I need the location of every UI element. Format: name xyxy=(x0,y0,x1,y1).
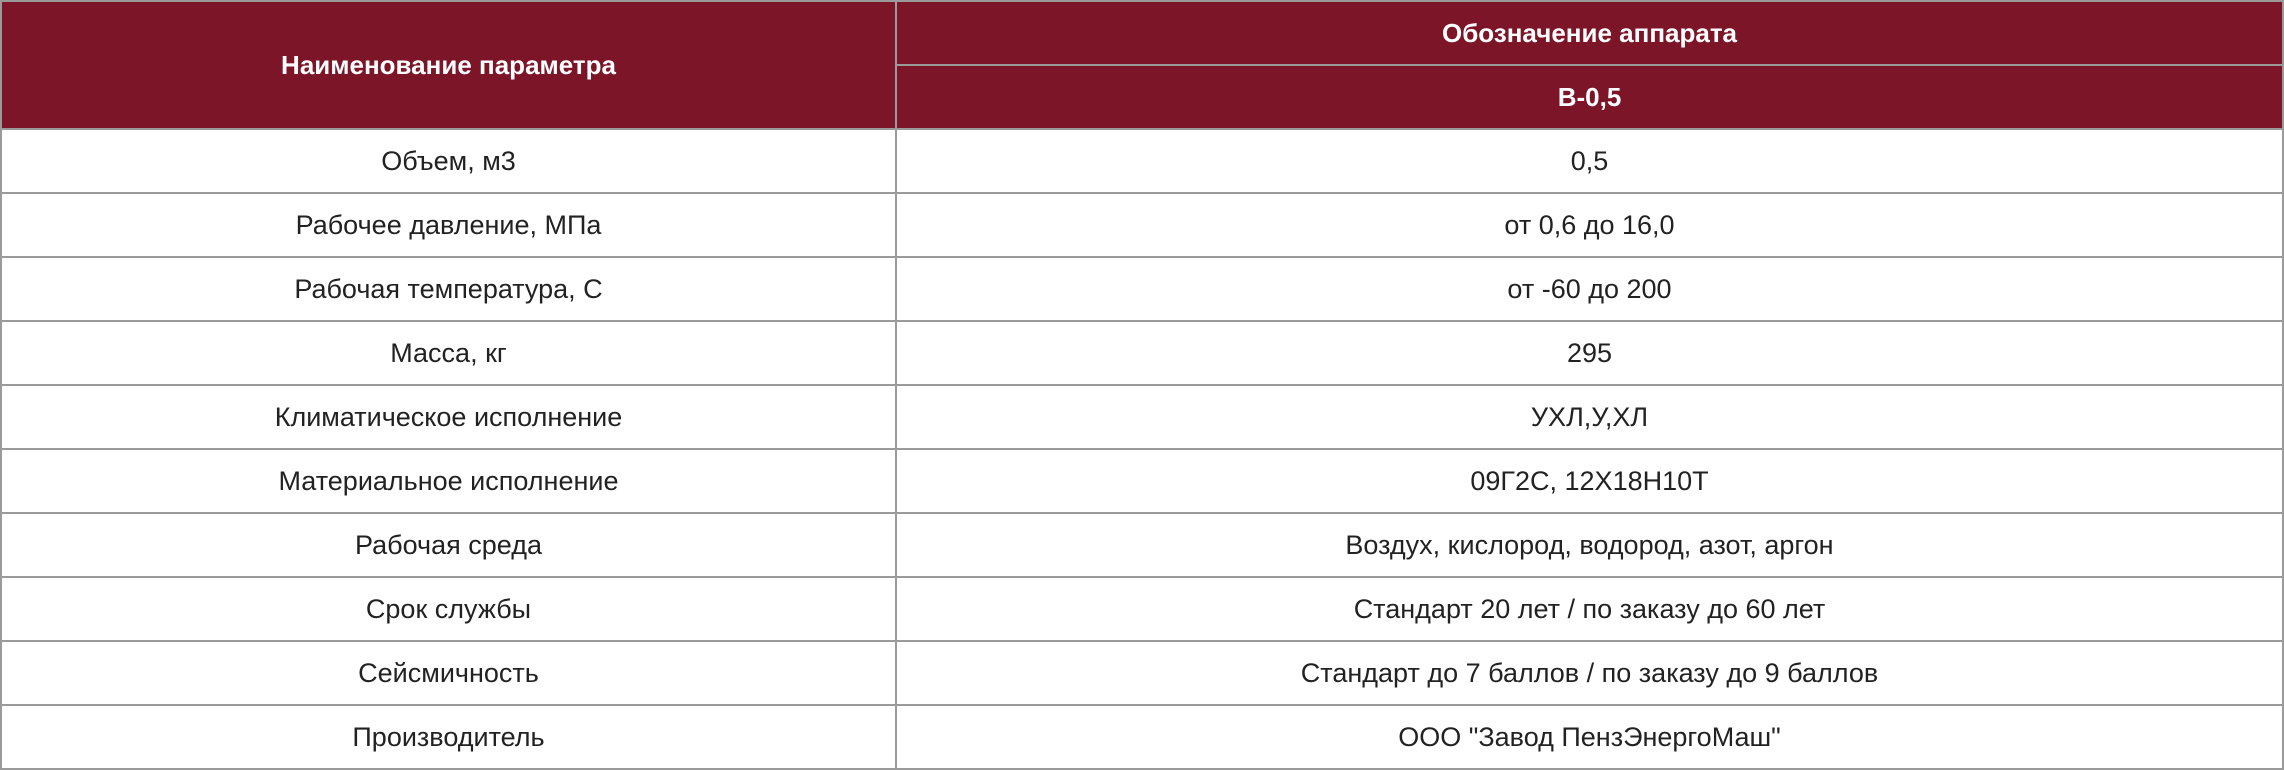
param-name-cell: Сейсмичность xyxy=(0,640,897,706)
table-row: Материальное исполнение 09Г2С, 12Х18Н10Т xyxy=(0,448,2284,514)
table-row: Рабочая среда Воздух, кислород, водород, … xyxy=(0,512,2284,578)
param-name-cell: Производитель xyxy=(0,704,897,770)
table-row: Масса, кг 295 xyxy=(0,320,2284,386)
param-name-cell: Материальное исполнение xyxy=(0,448,897,514)
param-name-cell: Рабочее давление, МПа xyxy=(0,192,897,258)
param-name-cell: Срок службы xyxy=(0,576,897,642)
param-name-cell: Объем, м3 xyxy=(0,128,897,194)
header-row-model: В-0,5 xyxy=(1,64,2284,130)
table-row: Срок службы Стандарт 20 лет / по заказу д… xyxy=(0,576,2284,642)
param-value-cell: 295 xyxy=(895,320,2284,386)
param-name-cell: Климатическое исполнение xyxy=(0,384,897,450)
param-value-cell: от -60 до 200 xyxy=(895,256,2284,322)
param-value-cell: УХЛ,У,ХЛ xyxy=(895,384,2284,450)
header-row: Наименование параметра Обозначение аппар… xyxy=(0,0,2284,130)
param-value-cell: 09Г2С, 12Х18Н10Т xyxy=(895,448,2284,514)
header-designation: Обозначение аппарата xyxy=(895,0,2284,66)
param-name-cell: Масса, кг xyxy=(0,320,897,386)
table-row: Производитель ООО "Завод ПензЭнергоМаш" xyxy=(0,704,2284,770)
header-param-name: Наименование параметра xyxy=(0,0,897,130)
param-value-cell: ООО "Завод ПензЭнергоМаш" xyxy=(895,704,2284,770)
table-row: Объем, м3 0,5 xyxy=(0,128,2284,194)
param-value-cell: Воздух, кислород, водород, азот, аргон xyxy=(895,512,2284,578)
param-name-cell: Рабочая температура, С xyxy=(0,256,897,322)
table-row: Климатическое исполнение УХЛ,У,ХЛ xyxy=(0,384,2284,450)
param-value-cell: 0,5 xyxy=(895,128,2284,194)
param-value-cell: от 0,6 до 16,0 xyxy=(895,192,2284,258)
header-model: В-0,5 xyxy=(895,64,2284,130)
param-name-cell: Рабочая среда xyxy=(0,512,897,578)
param-value-cell: Стандарт 20 лет / по заказу до 60 лет xyxy=(895,576,2284,642)
table-row: Рабочее давление, МПа от 0,6 до 16,0 xyxy=(0,192,2284,258)
table-row: Сейсмичность Стандарт до 7 баллов / по за… xyxy=(0,640,2284,706)
param-value-cell: Стандарт до 7 баллов / по заказу до 9 ба… xyxy=(895,640,2284,706)
